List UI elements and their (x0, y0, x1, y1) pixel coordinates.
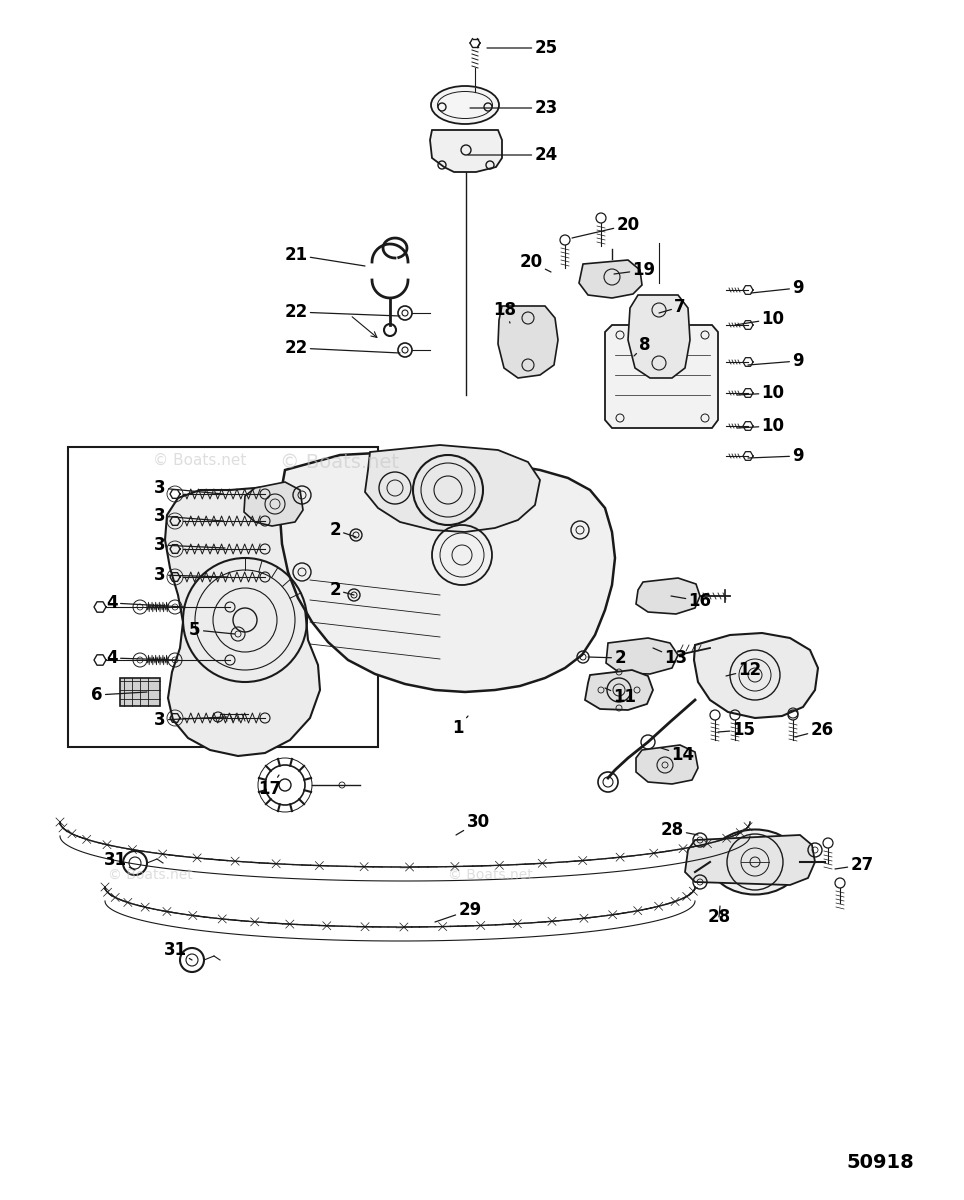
Text: 2: 2 (588, 649, 626, 667)
Text: © Boats.net: © Boats.net (447, 868, 532, 882)
Text: 5: 5 (189, 622, 235, 638)
Text: 9: 9 (751, 278, 804, 296)
Text: 4: 4 (106, 594, 185, 612)
Text: 27: 27 (835, 856, 873, 874)
Text: 15: 15 (718, 721, 756, 739)
Text: 3: 3 (154, 536, 225, 554)
Text: 29: 29 (435, 901, 482, 922)
Text: 3: 3 (154, 566, 228, 584)
Text: 4: 4 (106, 649, 175, 667)
Polygon shape (430, 130, 502, 172)
Text: 24: 24 (468, 146, 557, 164)
Text: 3: 3 (154, 506, 223, 526)
Text: © Boats.net: © Boats.net (108, 868, 193, 882)
Polygon shape (280, 452, 615, 692)
Text: 10: 10 (735, 310, 785, 328)
Text: 19: 19 (614, 260, 656, 278)
Text: 9: 9 (748, 446, 804, 464)
Text: 16: 16 (671, 592, 711, 610)
Text: 17: 17 (258, 775, 281, 798)
Bar (68, 446, 378, 746)
Text: 31: 31 (103, 851, 135, 870)
Text: 14: 14 (661, 746, 695, 764)
Polygon shape (585, 670, 653, 710)
Text: 2: 2 (329, 581, 354, 599)
Polygon shape (498, 306, 558, 378)
Text: 21: 21 (284, 246, 365, 266)
Text: 7: 7 (659, 298, 685, 316)
Text: © Boats.net: © Boats.net (153, 452, 247, 468)
Ellipse shape (431, 86, 499, 124)
Polygon shape (685, 835, 815, 886)
Text: 20: 20 (572, 216, 639, 238)
Text: 28: 28 (660, 821, 698, 839)
Text: 6: 6 (92, 686, 147, 704)
Text: 30: 30 (456, 814, 490, 835)
Polygon shape (165, 486, 328, 756)
Polygon shape (636, 745, 698, 784)
Text: 9: 9 (748, 352, 804, 370)
Text: 26: 26 (795, 721, 834, 739)
Polygon shape (628, 295, 690, 378)
Text: 25: 25 (487, 38, 557, 56)
Polygon shape (606, 638, 678, 674)
Text: 12: 12 (726, 661, 762, 679)
Polygon shape (636, 578, 700, 614)
Bar (120, 678, 160, 706)
Polygon shape (244, 482, 303, 526)
Text: 22: 22 (284, 302, 400, 320)
Text: 13: 13 (653, 648, 687, 667)
Text: 10: 10 (737, 384, 785, 402)
Polygon shape (365, 445, 540, 532)
Text: 31: 31 (164, 941, 192, 960)
Text: 20: 20 (520, 253, 551, 272)
Text: 8: 8 (634, 336, 651, 356)
Text: 22: 22 (284, 338, 400, 358)
Polygon shape (579, 260, 642, 298)
Text: 1: 1 (452, 716, 468, 737)
Text: 50918: 50918 (846, 1152, 914, 1171)
Text: 23: 23 (470, 98, 557, 116)
Polygon shape (605, 325, 718, 428)
Text: © Boats.net: © Boats.net (281, 454, 399, 473)
Text: 28: 28 (708, 906, 731, 926)
Text: 10: 10 (737, 416, 785, 434)
Text: 11: 11 (605, 688, 636, 706)
Polygon shape (694, 634, 818, 718)
Text: 3: 3 (154, 710, 227, 728)
Text: 2: 2 (329, 521, 356, 539)
Ellipse shape (710, 829, 800, 894)
Text: 18: 18 (494, 301, 517, 323)
Text: 3: 3 (154, 479, 223, 497)
